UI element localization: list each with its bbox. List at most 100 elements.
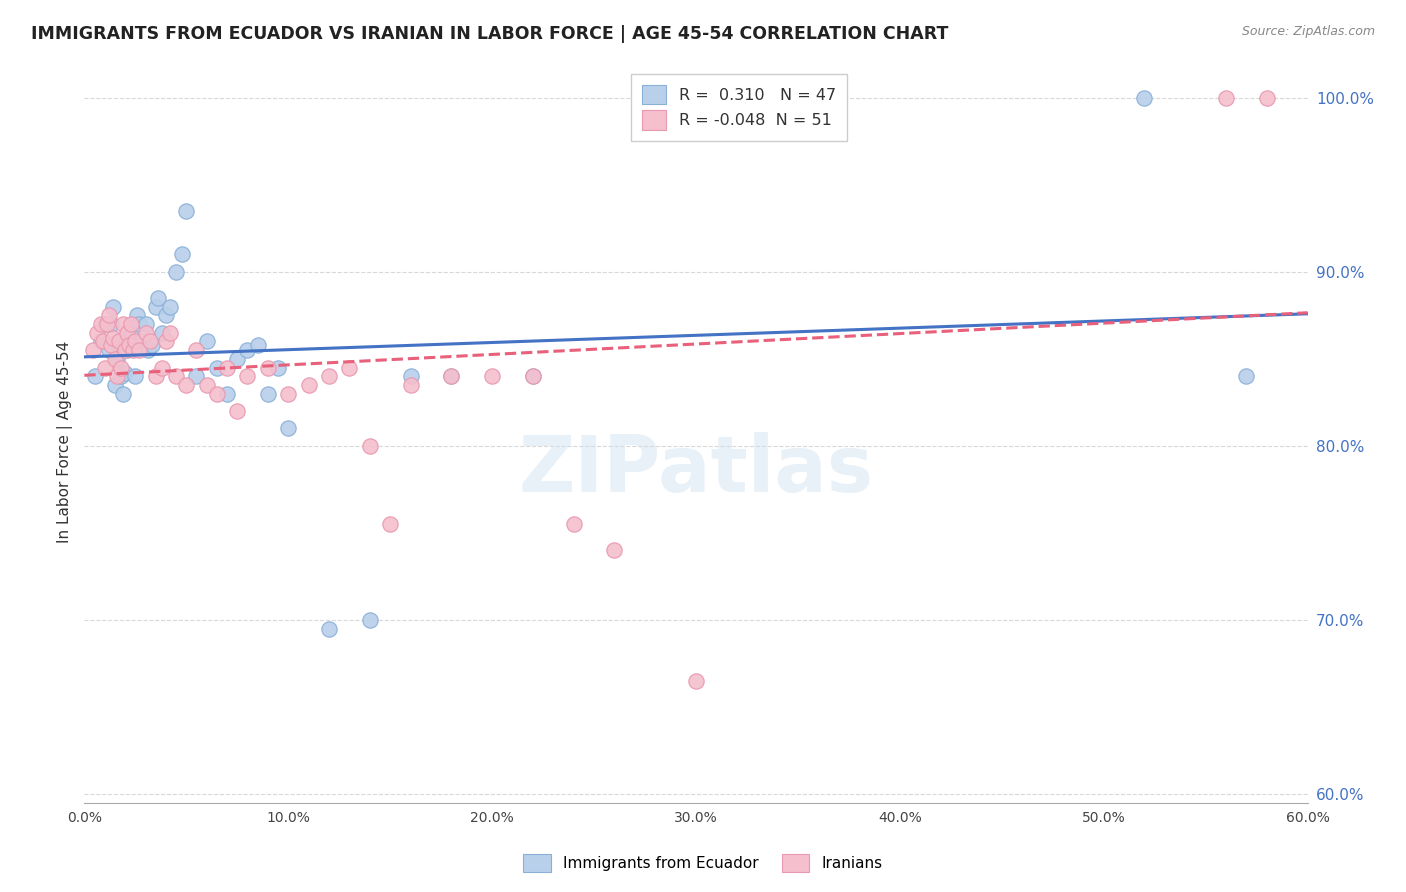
Point (246, 338, 269, 352)
Point (217, 360, 239, 375)
Point (195, 378, 218, 392)
Point (226, 404, 249, 418)
Point (90, 334, 112, 349)
Point (150, 360, 173, 375)
Point (150, 326, 173, 340)
Point (186, 343, 208, 358)
Point (136, 343, 159, 358)
Point (1133, 91, 1156, 105)
Point (93, 317, 115, 331)
Point (120, 326, 142, 340)
Point (277, 421, 299, 435)
Point (399, 369, 422, 384)
Point (155, 308, 177, 322)
Point (127, 308, 149, 322)
Point (124, 334, 146, 349)
Point (685, 673, 707, 688)
Point (90, 317, 112, 331)
Point (186, 369, 208, 384)
Point (603, 543, 626, 558)
Point (128, 343, 150, 358)
Point (105, 351, 128, 366)
Point (165, 369, 187, 384)
Point (205, 386, 228, 401)
Point (1215, 91, 1237, 105)
Point (86, 326, 108, 340)
Point (165, 265, 187, 279)
Point (562, 517, 585, 532)
Point (226, 351, 249, 366)
Point (380, 517, 402, 532)
Point (108, 338, 131, 352)
Legend: R =  0.310   N = 47, R = -0.048  N = 51: R = 0.310 N = 47, R = -0.048 N = 51 (631, 74, 846, 141)
Point (174, 203, 197, 218)
Point (138, 334, 160, 349)
Point (399, 378, 422, 392)
Point (91, 334, 114, 349)
Point (93, 360, 115, 375)
Point (97, 343, 120, 358)
Point (257, 386, 280, 401)
Point (145, 300, 167, 314)
Text: ZIPatlas: ZIPatlas (519, 433, 873, 508)
Point (120, 317, 142, 331)
Point (159, 300, 181, 314)
Point (1256, 91, 1278, 105)
Point (440, 369, 463, 384)
Point (82, 343, 104, 358)
Text: IMMIGRANTS FROM ECUADOR VS IRANIAN IN LABOR FORCE | AGE 45-54 CORRELATION CHART: IMMIGRANTS FROM ECUADOR VS IRANIAN IN LA… (31, 25, 948, 43)
Point (277, 386, 299, 401)
Point (108, 334, 131, 349)
Point (114, 343, 136, 358)
Point (257, 360, 280, 375)
Point (298, 378, 321, 392)
Point (172, 247, 194, 261)
Point (118, 334, 141, 349)
Point (522, 369, 544, 384)
Point (100, 317, 122, 331)
Point (131, 334, 153, 349)
Point (236, 343, 259, 358)
Point (128, 317, 150, 331)
Point (112, 386, 135, 401)
Point (339, 360, 361, 375)
Point (155, 334, 177, 349)
Point (110, 369, 132, 384)
Point (236, 369, 259, 384)
Point (159, 326, 181, 340)
Point (114, 366, 136, 380)
Point (110, 360, 132, 375)
Point (97, 308, 120, 322)
Point (318, 622, 340, 636)
Point (101, 300, 124, 314)
Point (115, 343, 138, 358)
Point (318, 369, 340, 384)
Point (522, 369, 544, 384)
Point (96, 317, 118, 331)
Point (118, 338, 141, 352)
Point (145, 369, 167, 384)
Legend: Immigrants from Ecuador, Iranians: Immigrants from Ecuador, Iranians (516, 846, 890, 880)
Point (122, 343, 145, 358)
Point (359, 613, 381, 627)
Point (359, 439, 381, 453)
Point (104, 351, 127, 366)
Text: Source: ZipAtlas.com: Source: ZipAtlas.com (1241, 25, 1375, 38)
Point (440, 369, 463, 384)
Point (481, 369, 503, 384)
Point (115, 326, 138, 340)
Point (174, 378, 197, 392)
Y-axis label: In Labor Force | Age 45-54: In Labor Force | Age 45-54 (58, 341, 73, 542)
Point (1236, 369, 1258, 384)
Point (146, 291, 169, 305)
Point (135, 317, 157, 331)
Point (141, 338, 163, 352)
Point (267, 360, 290, 375)
Point (205, 360, 228, 375)
Point (104, 378, 127, 392)
Point (101, 331, 124, 345)
Point (112, 317, 135, 331)
Point (83, 369, 105, 384)
Point (135, 326, 157, 340)
Point (217, 386, 239, 401)
